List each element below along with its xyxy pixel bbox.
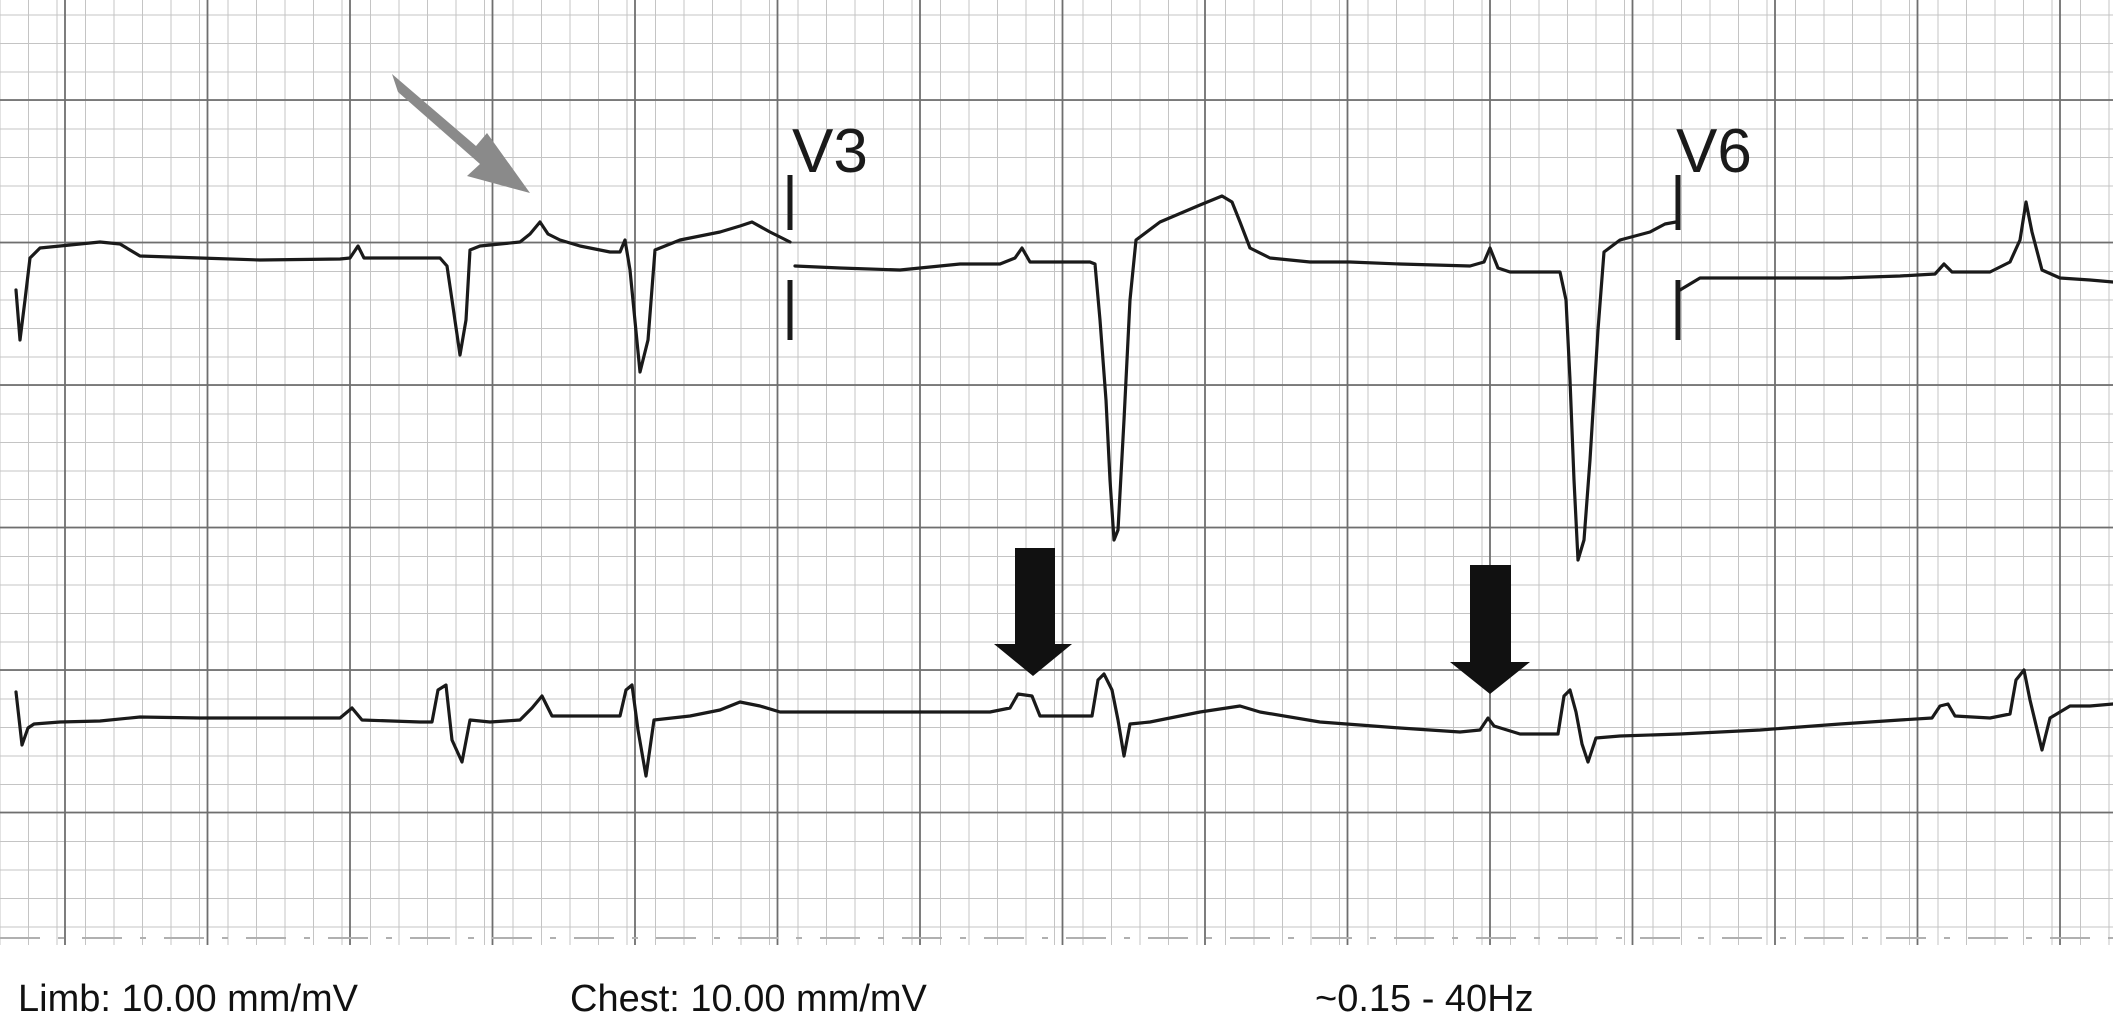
minor-grid: [0, 0, 2113, 945]
black-down-arrow-icon: [1450, 565, 1530, 694]
chest-scale-label: Chest: 10.00 mm/mV: [570, 978, 927, 1020]
black-down-arrow-icon: [994, 548, 1072, 676]
lead-label-v3: V3: [792, 117, 868, 186]
ecg-trace-lower: [14, 668, 2113, 778]
filter-band-label: ~0.15 - 40Hz: [1315, 978, 1534, 1020]
ecg-trace-upper: [14, 194, 2113, 562]
major-grid: [0, 0, 2113, 945]
gray-diagonal-arrow-icon: [392, 74, 530, 193]
limb-scale-label: Limb: 10.00 mm/mV: [18, 978, 358, 1020]
lead-label-v6: V6: [1676, 117, 1752, 186]
